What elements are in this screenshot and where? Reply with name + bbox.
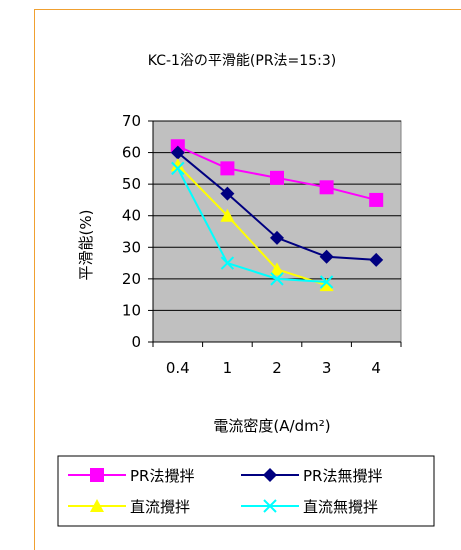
legend-item: 直流攪拌	[68, 498, 190, 516]
y-tick-label: 30	[122, 238, 141, 256]
legend-item: PR法無攪拌	[241, 467, 382, 485]
series-line	[176, 167, 327, 284]
x-tick-label: 3	[322, 359, 332, 377]
data-point	[220, 161, 235, 176]
y-tick-label: 10	[122, 301, 141, 319]
legend-item: PR法攪拌	[68, 467, 194, 485]
marker-stroke	[319, 275, 334, 289]
y-tick-label: 60	[122, 144, 141, 162]
data-point	[270, 262, 284, 276]
x-tick-label: 0.4	[166, 359, 190, 377]
marker-stroke	[220, 256, 235, 270]
frame-border-top	[34, 9, 461, 10]
y-tick-label: 0	[131, 333, 141, 351]
y-tick-label: 20	[122, 270, 141, 288]
data-point	[220, 208, 235, 222]
legend-label: 直流無攪拌	[303, 498, 378, 516]
data-point	[220, 256, 235, 270]
data-point	[170, 145, 185, 160]
legend-box	[57, 455, 435, 527]
marker-stroke	[171, 161, 185, 176]
data-point	[319, 278, 334, 292]
y-tick-label: 70	[122, 112, 141, 130]
data-point	[171, 161, 185, 176]
series-1	[170, 145, 384, 267]
data-point	[170, 158, 185, 172]
data-point	[270, 272, 284, 286]
legend-marker	[90, 468, 104, 482]
data-point	[270, 230, 284, 245]
frame-border-left	[34, 9, 35, 550]
data-point	[270, 170, 284, 185]
data-point	[369, 192, 384, 207]
data-point	[369, 252, 384, 267]
data-point	[319, 180, 334, 195]
series-2	[170, 158, 334, 292]
y-axis-label: 平滑能(%)	[77, 210, 95, 281]
y-tick-label: 50	[122, 175, 141, 193]
data-point	[220, 186, 235, 201]
legend-label: PR法攪拌	[130, 467, 194, 485]
y-tick-label: 40	[122, 207, 141, 225]
legend-item: 直流無攪拌	[241, 498, 378, 516]
legend-label: PR法無攪拌	[303, 467, 382, 485]
legend-marker	[263, 468, 277, 482]
legend-marker	[90, 499, 104, 512]
x-tick-label: 1	[223, 359, 233, 377]
x-tick-label: 2	[272, 359, 282, 377]
data-point	[319, 249, 334, 264]
chart-title: KC-1浴の平滑能(PR法=15:3)	[148, 52, 336, 69]
series-line	[177, 164, 327, 287]
x-tick-label: 4	[371, 359, 381, 377]
legend-marker	[263, 499, 277, 513]
legend-label: 直流攪拌	[130, 498, 190, 516]
data-point	[319, 275, 334, 289]
series-3	[171, 161, 334, 289]
marker-stroke	[263, 499, 277, 513]
x-axis-label: 電流密度(A/dm²)	[213, 417, 330, 435]
marker-stroke	[270, 272, 284, 286]
plot-area: 0 10 20 30 40 50 60 70 0.4 1 2 3 4	[122, 112, 402, 377]
